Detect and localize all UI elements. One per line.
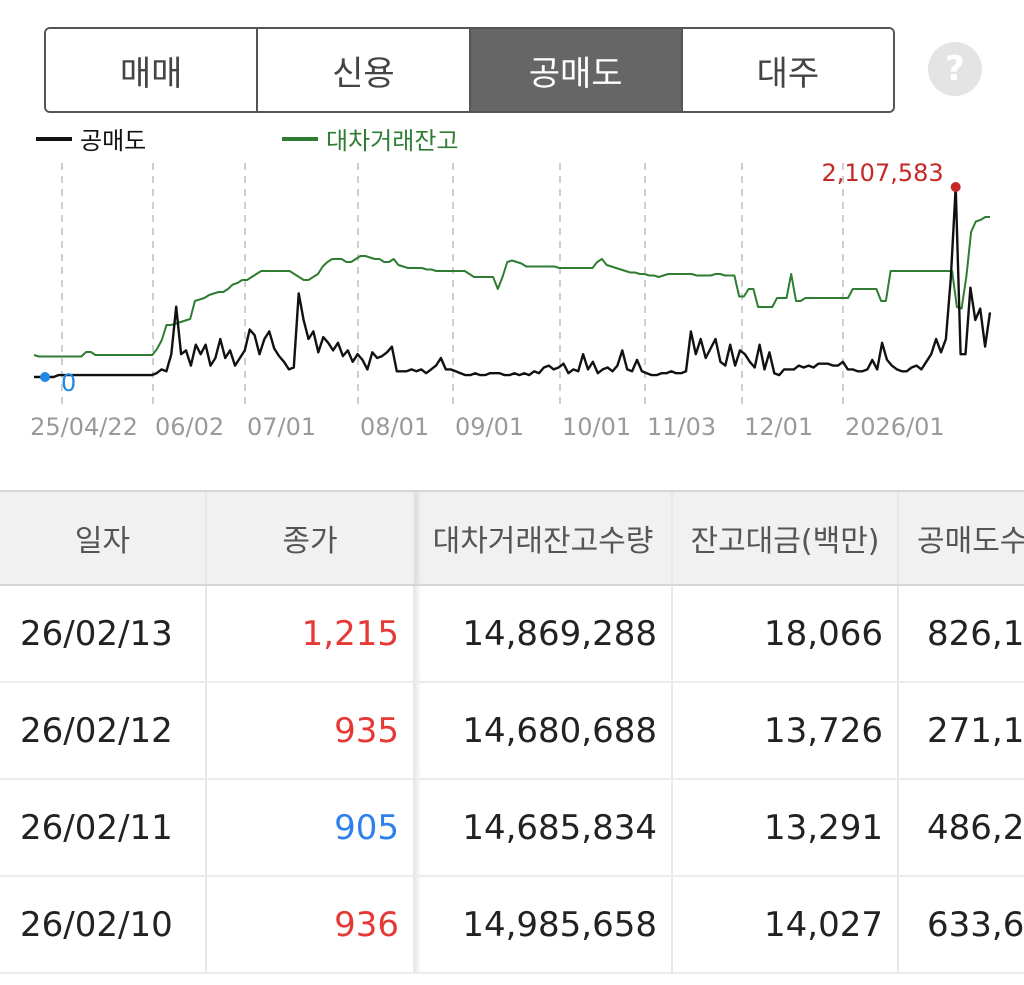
- table-row[interactable]: 26/02/11 905 14,685,834 13,291 486,2: [0, 780, 1024, 877]
- header-loan-amount[interactable]: 잔고대금(백만): [673, 492, 899, 584]
- help-question-icon[interactable]: ?: [928, 42, 982, 96]
- legend-loan-swatch: [282, 136, 318, 141]
- table-row[interactable]: 26/02/12 935 14,680,688 13,726 271,1: [0, 683, 1024, 780]
- cell-loan-amount: 13,726: [673, 683, 899, 778]
- cell-short-qty: 486,2: [927, 807, 1024, 848]
- table-row[interactable]: 26/02/10 936 14,985,658 14,027 633,6: [0, 877, 1024, 974]
- min-value-label: 0: [61, 369, 76, 397]
- legend-short-swatch: [36, 136, 72, 141]
- legend-loan-label: 대차거래잔고: [326, 127, 459, 155]
- cell-short-qty: 271,1: [927, 710, 1024, 751]
- x-tick-label: 12/01: [744, 413, 813, 441]
- cell-close: 1,215: [207, 586, 415, 681]
- short-selling-chart: 25/04/22 06/02 07/01 08/01 09/01 10/01 11/03 12…: [0, 115, 1024, 455]
- cell-date: 26/02/11: [0, 780, 207, 875]
- legend-short-selling: 공매도: [36, 121, 146, 156]
- x-tick-label: 10/01: [562, 413, 631, 441]
- header-date[interactable]: 일자: [0, 492, 207, 584]
- x-tick-label: 25/04/22: [30, 413, 138, 441]
- short-selling-line: [34, 185, 992, 379]
- tab-stock-loan[interactable]: 대주: [682, 29, 893, 111]
- header-loan-qty[interactable]: 대차거래잔고수량: [415, 492, 673, 584]
- x-tick-label: 08/01: [360, 413, 429, 441]
- table-header-row: 일자 종가 대차거래잔고수량 잔고대금(백만) 공매도수: [0, 492, 1024, 586]
- min-point: [40, 372, 50, 382]
- cell-short-qty: 633,6: [927, 904, 1024, 945]
- legend-loan-balance: 대차거래잔고: [282, 121, 458, 156]
- cell-loan-amount: 18,066: [673, 586, 899, 681]
- cell-date: 26/02/10: [0, 877, 207, 972]
- x-tick-label: 11/03: [647, 413, 716, 441]
- tab-short-selling[interactable]: 공매도: [470, 29, 683, 111]
- x-tick-label: 09/01: [455, 413, 524, 441]
- x-tick-label: 2026/01: [845, 413, 945, 441]
- x-tick-label: 07/01: [247, 413, 316, 441]
- cell-loan-qty: 14,680,688: [415, 683, 673, 778]
- header-close[interactable]: 종가: [207, 492, 415, 584]
- table-row[interactable]: 26/02/13 1,215 14,869,288 18,066 826,1: [0, 586, 1024, 683]
- max-value-label: 2,107,583: [822, 159, 944, 187]
- cell-date: 26/02/13: [0, 586, 207, 681]
- cell-close: 935: [207, 683, 415, 778]
- cell-short-qty: 826,1: [927, 613, 1024, 654]
- short-selling-table: 일자 종가 대차거래잔고수량 잔고대금(백만) 공매도수 26/02/13 1,…: [0, 490, 1024, 974]
- cell-loan-qty: 14,685,834: [415, 780, 673, 875]
- tab-trading[interactable]: 매매: [46, 29, 259, 111]
- cell-loan-qty: 14,985,658: [415, 877, 673, 972]
- cell-loan-amount: 13,291: [673, 780, 899, 875]
- cell-close: 905: [207, 780, 415, 875]
- tab-credit[interactable]: 신용: [258, 29, 471, 111]
- cell-loan-amount: 14,027: [673, 877, 899, 972]
- cell-date: 26/02/12: [0, 683, 207, 778]
- cell-close: 936: [207, 877, 415, 972]
- header-short-qty[interactable]: 공매도수: [917, 524, 1024, 559]
- tab-bar: 매매 신용 공매도 대주: [44, 27, 895, 113]
- legend-short-label: 공매도: [80, 127, 147, 155]
- loan-balance-line: [33, 216, 990, 358]
- chart-canvas: 25/04/22 06/02 07/01 08/01 09/01 10/01 11/03 12…: [30, 159, 992, 441]
- max-point: [950, 182, 961, 192]
- x-tick-label: 06/02: [155, 413, 224, 441]
- cell-loan-qty: 14,869,288: [415, 586, 673, 681]
